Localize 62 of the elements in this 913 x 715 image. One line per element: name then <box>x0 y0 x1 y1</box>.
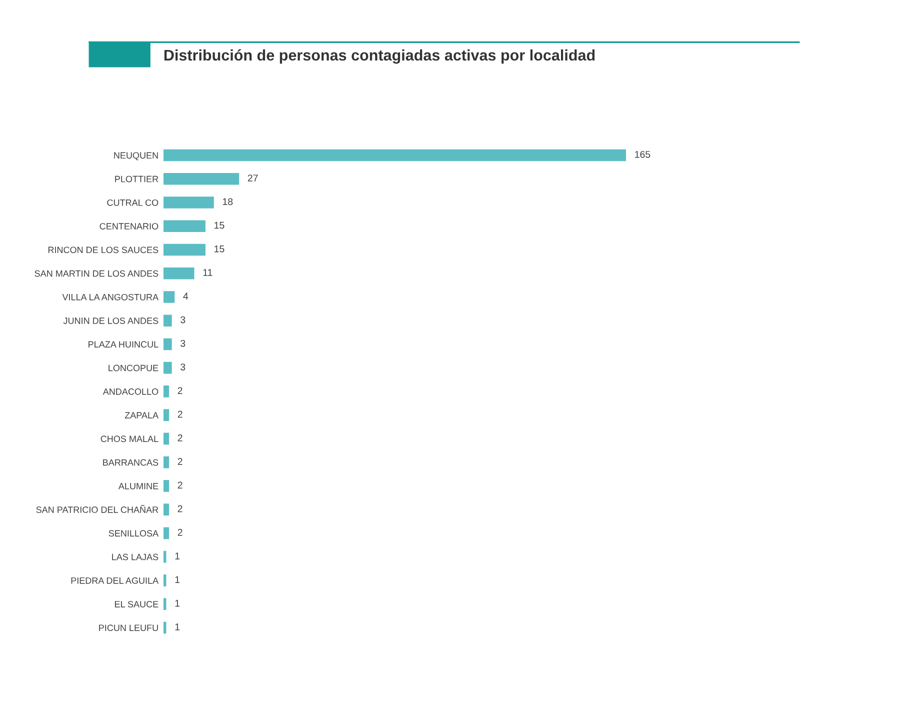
data-label: 2 <box>178 528 182 536</box>
data-label: 3 <box>180 364 186 370</box>
y-tick-label: CUTRAL CO <box>107 199 158 206</box>
bar <box>163 504 170 516</box>
data-label: 1 <box>175 624 180 630</box>
y-tick-label: VILLA LA ANGOSTURA <box>62 294 159 300</box>
bar <box>163 598 166 610</box>
y-tick-label: CENTENARIO <box>100 223 158 230</box>
data-label: 1 <box>175 576 180 583</box>
data-label: 1 <box>175 600 180 607</box>
y-tick-label: SAN MARTIN DE LOS ANDES <box>34 270 158 277</box>
bar <box>163 196 214 208</box>
bar <box>163 314 172 326</box>
data-label: 11 <box>203 269 212 276</box>
bar <box>163 172 240 185</box>
bar <box>163 149 626 162</box>
chart-title: Distribución de personas contagiadas activas por localidad <box>164 49 595 64</box>
y-tick-label: ANDACOLLO <box>102 388 158 395</box>
data-label: 1 <box>175 552 180 560</box>
y-tick-label: CHOS MALAL <box>100 436 158 442</box>
data-label: 2 <box>178 434 182 442</box>
data-label: 2 <box>178 505 182 512</box>
bar <box>163 267 194 280</box>
bar <box>163 362 172 374</box>
y-tick-label: PIEDRA DEL AGUILA <box>71 577 159 584</box>
data-label: 3 <box>180 316 186 324</box>
data-label: 3 <box>180 340 186 347</box>
data-label: 2 <box>178 482 182 488</box>
bar <box>163 338 172 350</box>
bar <box>163 527 170 540</box>
y-tick-label: RINCON DE LOS SAUCES <box>48 246 158 254</box>
bar <box>163 386 170 398</box>
y-tick-label: LONCOPUE <box>108 364 158 372</box>
y-tick-label: ALUMINE <box>118 483 158 490</box>
bar <box>163 244 206 256</box>
y-tick-label: EL SAUCE <box>114 601 158 608</box>
y-tick-label: SAN PATRICIO DEL CHAÑAR <box>36 504 158 513</box>
y-tick-label: PLOTTIER <box>115 176 158 182</box>
y-tick-label: PICUN LEUFU <box>99 624 158 632</box>
bar <box>163 456 170 468</box>
y-tick-label: PLAZA HUINCUL <box>88 341 158 348</box>
bar <box>163 480 170 492</box>
y-tick-label: BARRANCAS <box>103 459 158 466</box>
data-label: 2 <box>178 458 182 465</box>
bar <box>163 291 175 303</box>
y-tick-label: NEUQUEN <box>114 152 158 160</box>
data-label: 27 <box>248 174 258 182</box>
data-label: 15 <box>214 246 224 252</box>
bar <box>163 432 170 445</box>
y-tick-label: ZAPALA <box>124 412 159 418</box>
data-label: 18 <box>222 198 233 206</box>
y-tick-label: LAS LAJAS <box>112 554 158 560</box>
y-tick-label: JUNIN DE LOS ANDES <box>63 318 158 324</box>
bar <box>163 220 206 232</box>
data-label: 165 <box>635 150 650 158</box>
data-label: 15 <box>214 222 224 229</box>
data-label: 2 <box>178 410 182 418</box>
data-label: 4 <box>183 292 188 300</box>
y-tick-label: SENILLOSA <box>108 530 159 537</box>
data-label: 2 <box>178 387 182 394</box>
bar <box>163 409 170 421</box>
bar <box>163 574 166 586</box>
